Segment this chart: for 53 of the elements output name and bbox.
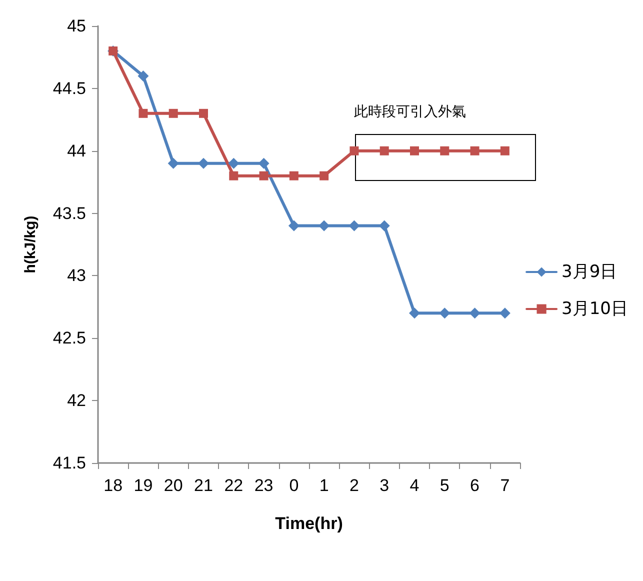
- point: [350, 146, 359, 156]
- x-tick-label: 18: [104, 476, 123, 495]
- annotation: 此時段可引入外氣: [354, 104, 466, 120]
- x-tick-label: 5: [440, 476, 450, 495]
- x-tick-label: 7: [500, 476, 510, 495]
- y-axis-title: h(kJ/kg): [22, 216, 39, 274]
- point: [259, 171, 268, 180]
- point: [199, 108, 208, 118]
- point: [229, 171, 238, 180]
- point: [168, 158, 179, 169]
- point: [288, 220, 300, 232]
- point: [289, 171, 298, 180]
- y-tick-label: 43: [67, 266, 86, 286]
- point: [318, 220, 330, 232]
- point: [380, 146, 389, 156]
- point: [439, 308, 450, 319]
- y-tick-label: 41.5: [52, 454, 86, 472]
- point: [500, 146, 510, 156]
- point: [320, 171, 329, 180]
- point: [470, 146, 480, 156]
- point: [138, 108, 148, 118]
- x-tick-label: 3: [380, 476, 390, 495]
- point: [198, 158, 209, 169]
- point: [168, 108, 178, 118]
- x-tick-label: 20: [164, 476, 183, 495]
- y-tick-label: 42.5: [52, 328, 86, 348]
- x-tick-label: 19: [134, 476, 153, 495]
- point: [409, 308, 420, 319]
- point: [378, 220, 390, 232]
- y-tick-label: 44.5: [52, 78, 86, 98]
- point: [138, 70, 149, 82]
- point: [258, 158, 270, 169]
- point: [410, 146, 419, 156]
- x-tick-label: 22: [224, 476, 244, 495]
- point: [228, 158, 240, 169]
- point: [469, 308, 480, 319]
- y-tick-label: 42: [67, 391, 86, 410]
- point: [499, 308, 510, 319]
- legend-label: 3月10日: [562, 299, 628, 319]
- x-tick-label: 4: [410, 476, 420, 495]
- x-axis-title: Time(hr): [275, 514, 343, 533]
- x-tick-label: 2: [349, 476, 359, 495]
- x-tick-label: 21: [194, 476, 213, 495]
- x-tick-label: 6: [470, 476, 480, 495]
- y-tick-label: 43.5: [52, 204, 86, 223]
- x-tick-label: 0: [289, 476, 299, 495]
- point: [348, 220, 360, 232]
- x-tick-label: 1: [319, 476, 329, 495]
- point: [440, 146, 450, 156]
- y-tick-label: 45: [67, 16, 86, 36]
- y-tick-label: 44: [67, 141, 86, 160]
- x-tick-label: 23: [254, 476, 274, 495]
- legend-label: 3月9日: [562, 262, 618, 282]
